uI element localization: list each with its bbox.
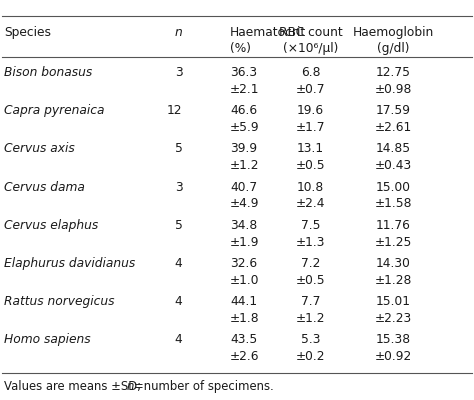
Text: Rattus norvegicus: Rattus norvegicus bbox=[4, 295, 114, 308]
Text: ±2.1: ±2.1 bbox=[230, 83, 259, 96]
Text: ±0.2: ±0.2 bbox=[296, 350, 325, 363]
Text: Haemoglobin: Haemoglobin bbox=[353, 26, 434, 39]
Text: ±1.8: ±1.8 bbox=[230, 312, 259, 325]
Text: n: n bbox=[175, 26, 182, 39]
Text: ±2.6: ±2.6 bbox=[230, 350, 259, 363]
Text: Cervus dama: Cervus dama bbox=[4, 181, 85, 194]
Text: 43.5: 43.5 bbox=[230, 334, 257, 346]
Text: ±0.5: ±0.5 bbox=[296, 159, 325, 172]
Text: 4: 4 bbox=[175, 257, 182, 270]
Text: ±1.2: ±1.2 bbox=[230, 159, 259, 172]
Text: =number of specimens.: =number of specimens. bbox=[134, 380, 274, 393]
Text: ±2.23: ±2.23 bbox=[375, 312, 412, 325]
Text: ±1.28: ±1.28 bbox=[375, 274, 412, 287]
Text: 15.00: 15.00 bbox=[376, 181, 411, 194]
Text: Elaphurus davidianus: Elaphurus davidianus bbox=[4, 257, 135, 270]
Text: (g/dl): (g/dl) bbox=[377, 42, 410, 55]
Text: ±2.61: ±2.61 bbox=[375, 121, 412, 134]
Text: ±2.4: ±2.4 bbox=[296, 198, 325, 210]
Text: 12: 12 bbox=[167, 104, 182, 117]
Text: 5.3: 5.3 bbox=[301, 334, 320, 346]
Text: ±1.58: ±1.58 bbox=[374, 198, 412, 210]
Text: ±0.5: ±0.5 bbox=[296, 274, 325, 287]
Text: 11.76: 11.76 bbox=[376, 219, 411, 232]
Text: Homo sapiens: Homo sapiens bbox=[4, 334, 91, 346]
Text: 40.7: 40.7 bbox=[230, 181, 257, 194]
Text: 4: 4 bbox=[175, 334, 182, 346]
Text: ±1.25: ±1.25 bbox=[375, 236, 412, 249]
Text: 4: 4 bbox=[175, 295, 182, 308]
Text: 5: 5 bbox=[174, 219, 182, 232]
Text: (%): (%) bbox=[230, 42, 251, 55]
Text: ±5.9: ±5.9 bbox=[230, 121, 259, 134]
Text: Cervus axis: Cervus axis bbox=[4, 142, 74, 156]
Text: 3: 3 bbox=[175, 66, 182, 79]
Text: 14.30: 14.30 bbox=[376, 257, 411, 270]
Text: 6.8: 6.8 bbox=[301, 66, 320, 79]
Text: Haematocrit: Haematocrit bbox=[230, 26, 306, 39]
Text: 7.5: 7.5 bbox=[301, 219, 320, 232]
Text: n: n bbox=[127, 380, 134, 393]
Text: 7.7: 7.7 bbox=[301, 295, 320, 308]
Text: Species: Species bbox=[4, 26, 51, 39]
Text: (×10⁶/μl): (×10⁶/μl) bbox=[283, 42, 338, 55]
Text: 46.6: 46.6 bbox=[230, 104, 257, 117]
Text: 14.85: 14.85 bbox=[376, 142, 411, 156]
Text: 19.6: 19.6 bbox=[297, 104, 324, 117]
Text: 34.8: 34.8 bbox=[230, 219, 257, 232]
Text: Cervus elaphus: Cervus elaphus bbox=[4, 219, 98, 232]
Text: ±1.9: ±1.9 bbox=[230, 236, 259, 249]
Text: RBC count: RBC count bbox=[279, 26, 342, 39]
Text: 44.1: 44.1 bbox=[230, 295, 257, 308]
Text: 7.2: 7.2 bbox=[301, 257, 320, 270]
Text: 5: 5 bbox=[174, 142, 182, 156]
Text: 13.1: 13.1 bbox=[297, 142, 324, 156]
Text: 15.01: 15.01 bbox=[376, 295, 411, 308]
Text: 17.59: 17.59 bbox=[376, 104, 411, 117]
Text: ±0.92: ±0.92 bbox=[375, 350, 412, 363]
Text: ±0.7: ±0.7 bbox=[296, 83, 325, 96]
Text: ±0.43: ±0.43 bbox=[375, 159, 412, 172]
Text: 12.75: 12.75 bbox=[376, 66, 411, 79]
Text: Values are means ±SD;: Values are means ±SD; bbox=[4, 380, 145, 393]
Text: ±4.9: ±4.9 bbox=[230, 198, 259, 210]
Text: ±1.2: ±1.2 bbox=[296, 312, 325, 325]
Text: 32.6: 32.6 bbox=[230, 257, 257, 270]
Text: 15.38: 15.38 bbox=[376, 334, 411, 346]
Text: ±1.0: ±1.0 bbox=[230, 274, 259, 287]
Text: 36.3: 36.3 bbox=[230, 66, 257, 79]
Text: Capra pyrenaica: Capra pyrenaica bbox=[4, 104, 104, 117]
Text: ±1.3: ±1.3 bbox=[296, 236, 325, 249]
Text: 10.8: 10.8 bbox=[297, 181, 324, 194]
Text: ±1.7: ±1.7 bbox=[296, 121, 325, 134]
Text: Bison bonasus: Bison bonasus bbox=[4, 66, 92, 79]
Text: 39.9: 39.9 bbox=[230, 142, 257, 156]
Text: ±0.98: ±0.98 bbox=[375, 83, 412, 96]
Text: 3: 3 bbox=[175, 181, 182, 194]
